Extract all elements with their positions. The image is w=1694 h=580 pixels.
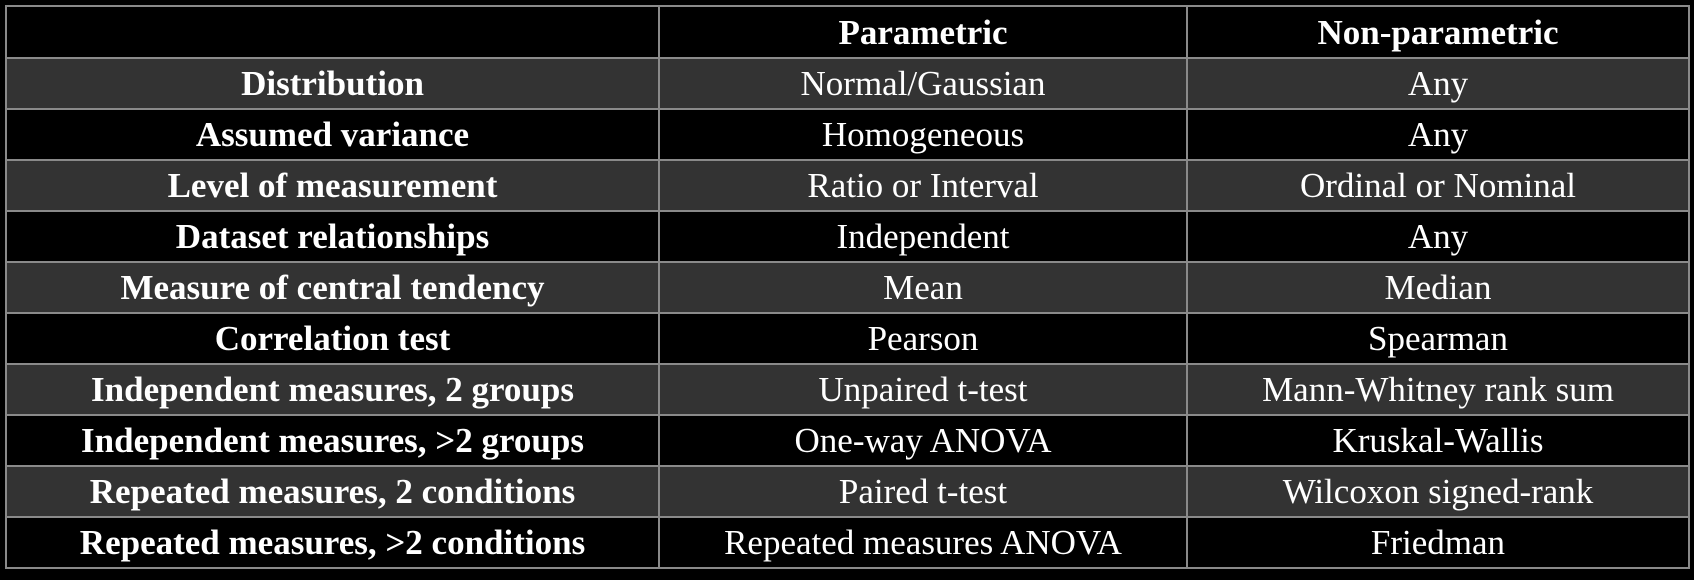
- cell: Pearson: [658, 312, 1188, 365]
- table-row: Measure of central tendency Mean Median: [5, 261, 1690, 314]
- row-label: Repeated measures, 2 conditions: [5, 465, 660, 518]
- table-row: Repeated measures, >2 conditions Repeated…: [5, 516, 1690, 569]
- row-label: Independent measures, 2 groups: [5, 363, 660, 416]
- cell: Any: [1186, 210, 1690, 263]
- cell: Kruskal-Wallis: [1186, 414, 1690, 467]
- cell: Repeated measures ANOVA: [658, 516, 1188, 569]
- cell: Homogeneous: [658, 108, 1188, 161]
- cell: Normal/Gaussian: [658, 57, 1188, 110]
- cell: Median: [1186, 261, 1690, 314]
- row-label: Level of measurement: [5, 159, 660, 212]
- cell: Any: [1186, 57, 1690, 110]
- cell: One-way ANOVA: [658, 414, 1188, 467]
- cell: Mean: [658, 261, 1188, 314]
- table-row: Distribution Normal/Gaussian Any: [5, 57, 1690, 110]
- table-row: Level of measurement Ratio or Interval Ord…: [5, 159, 1690, 212]
- cell: Any: [1186, 108, 1690, 161]
- table-row: Independent measures, >2 groups One-way A…: [5, 414, 1690, 467]
- cell: Friedman: [1186, 516, 1690, 569]
- table-row: Correlation test Pearson Spearman: [5, 312, 1690, 365]
- column-header: Parametric: [658, 5, 1188, 59]
- row-label: Correlation test: [5, 312, 660, 365]
- row-label: Dataset relationships: [5, 210, 660, 263]
- row-label: Independent measures, >2 groups: [5, 414, 660, 467]
- cell: Independent: [658, 210, 1188, 263]
- table-row: Repeated measures, 2 conditions Paired t-…: [5, 465, 1690, 518]
- row-label: Repeated measures, >2 conditions: [5, 516, 660, 569]
- column-header: Non-parametric: [1186, 5, 1690, 59]
- cell: Spearman: [1186, 312, 1690, 365]
- header-row: Parametric Non-parametric: [5, 5, 1690, 59]
- row-label: Measure of central tendency: [5, 261, 660, 314]
- table-row: Dataset relationships Independent Any: [5, 210, 1690, 263]
- table-row: Independent measures, 2 groups Unpaired t…: [5, 363, 1690, 416]
- header-empty-cell: [5, 5, 660, 59]
- cell: Unpaired t-test: [658, 363, 1188, 416]
- table-body: Distribution Normal/Gaussian Any Assumed va…: [5, 57, 1690, 569]
- cell: Paired t-test: [658, 465, 1188, 518]
- cell: Ratio or Interval: [658, 159, 1188, 212]
- cell: Wilcoxon signed-rank: [1186, 465, 1690, 518]
- row-label: Distribution: [5, 57, 660, 110]
- cell: Ordinal or Nominal: [1186, 159, 1690, 212]
- row-label: Assumed variance: [5, 108, 660, 161]
- table-row: Assumed variance Homogeneous Any: [5, 108, 1690, 161]
- comparison-table: Parametric Non-parametric Distribution No…: [5, 5, 1690, 569]
- cell: Mann-Whitney rank sum: [1186, 363, 1690, 416]
